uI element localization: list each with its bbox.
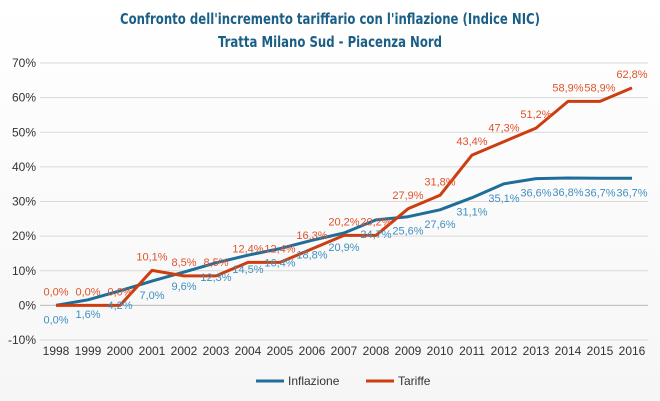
series-line-inflazione <box>55 176 632 307</box>
y-tick-label: 70% <box>12 56 36 70</box>
data-label-inflazione: 0,0% <box>43 314 68 326</box>
x-tick-label: 2006 <box>299 344 326 358</box>
x-tick-label: 2014 <box>555 344 582 358</box>
data-label-tariffe: 12,4% <box>264 243 295 255</box>
x-tick-label: 2005 <box>267 344 294 358</box>
x-tick-label: 1998 <box>43 344 70 358</box>
data-label-inflazione: 14,5% <box>232 264 263 276</box>
y-tick-label: -10% <box>8 333 36 347</box>
data-label-tariffe: 20,2% <box>328 216 359 228</box>
data-label-inflazione: 4,2% <box>107 300 132 312</box>
data-label-inflazione: 25,6% <box>392 226 423 238</box>
x-tick-label: 2011 <box>459 344 485 358</box>
data-label-inflazione: 35,1% <box>488 193 519 205</box>
data-label-tariffe: 58,9% <box>552 82 583 94</box>
data-label-inflazione: 16,4% <box>264 258 295 270</box>
data-label-inflazione: 27,6% <box>424 219 455 231</box>
data-label-tariffe: 0,0% <box>43 286 68 298</box>
chart-title: Confronto dell'incremento tariffario con… <box>119 10 540 28</box>
data-label-inflazione: 36,8% <box>552 187 583 199</box>
x-tick-label: 2002 <box>171 344 198 358</box>
data-label-tariffe: 43,4% <box>456 136 487 148</box>
y-tick-label: 40% <box>12 160 36 174</box>
y-tick-label: 10% <box>12 264 36 278</box>
y-tick-label: 60% <box>12 91 36 105</box>
x-tick-label: 1999 <box>75 344 102 358</box>
data-label-tariffe: 8,5% <box>203 257 228 269</box>
data-label-tariffe: 27,9% <box>392 190 423 202</box>
data-label-tariffe: 8,5% <box>171 257 196 269</box>
x-tick-label: 2007 <box>331 344 358 358</box>
x-tick-label: 2015 <box>587 344 614 358</box>
data-label-inflazione: 18,8% <box>296 249 327 261</box>
data-label-tariffe: 0,0% <box>75 286 100 298</box>
data-label-inflazione: 24,7% <box>360 229 391 241</box>
series-line-tariffe <box>56 86 633 307</box>
y-tick-label: 50% <box>12 125 36 139</box>
data-label-inflazione: 36,6% <box>520 188 551 200</box>
x-tick-label: 2012 <box>491 344 518 358</box>
x-tick-label: 2001 <box>139 344 166 358</box>
chart-subtitle: Tratta Milano Sud - Piacenza Nord <box>217 33 443 51</box>
data-label-tariffe: 31,8% <box>424 176 455 188</box>
data-label-tariffe: 51,2% <box>520 109 551 121</box>
x-tick-label: 2013 <box>523 344 550 358</box>
data-label-tariffe: 12,4% <box>232 243 263 255</box>
x-tick-label: 2016 <box>619 344 646 358</box>
x-tick-label: 2010 <box>427 344 454 358</box>
data-label-tariffe: 16,3% <box>296 230 327 242</box>
data-label-tariffe: 62,8% <box>616 69 647 81</box>
x-tick-label: 2008 <box>363 344 390 358</box>
data-label-inflazione: 20,9% <box>328 242 359 254</box>
y-tick-label: 20% <box>12 229 36 243</box>
data-label-tariffe: 20,2% <box>360 216 391 228</box>
data-label-inflazione: 31,1% <box>456 207 487 219</box>
x-tick-label: 2000 <box>107 344 134 358</box>
x-tick-label: 2009 <box>395 344 422 358</box>
data-label-inflazione: 7,0% <box>139 290 164 302</box>
y-tick-label: 0% <box>19 298 37 312</box>
data-label-tariffe: 0,0% <box>107 286 132 298</box>
x-tick-label: 2003 <box>203 344 230 358</box>
data-label-inflazione: 36,7% <box>616 187 647 199</box>
legend-label-inflazione: Inflazione <box>288 374 340 388</box>
data-label-inflazione: 36,7% <box>584 187 615 199</box>
x-tick-label: 2004 <box>235 344 262 358</box>
data-label-tariffe: 10,1% <box>136 251 167 263</box>
y-tick-label: 30% <box>12 195 36 209</box>
legend-label-tariffe: Tariffe <box>398 374 431 388</box>
data-label-tariffe: 58,9% <box>584 82 615 94</box>
data-label-inflazione: 9,6% <box>171 281 196 293</box>
data-label-tariffe: 47,3% <box>488 123 519 135</box>
data-label-inflazione: 12,3% <box>200 272 231 284</box>
data-label-inflazione: 1,6% <box>75 309 100 321</box>
